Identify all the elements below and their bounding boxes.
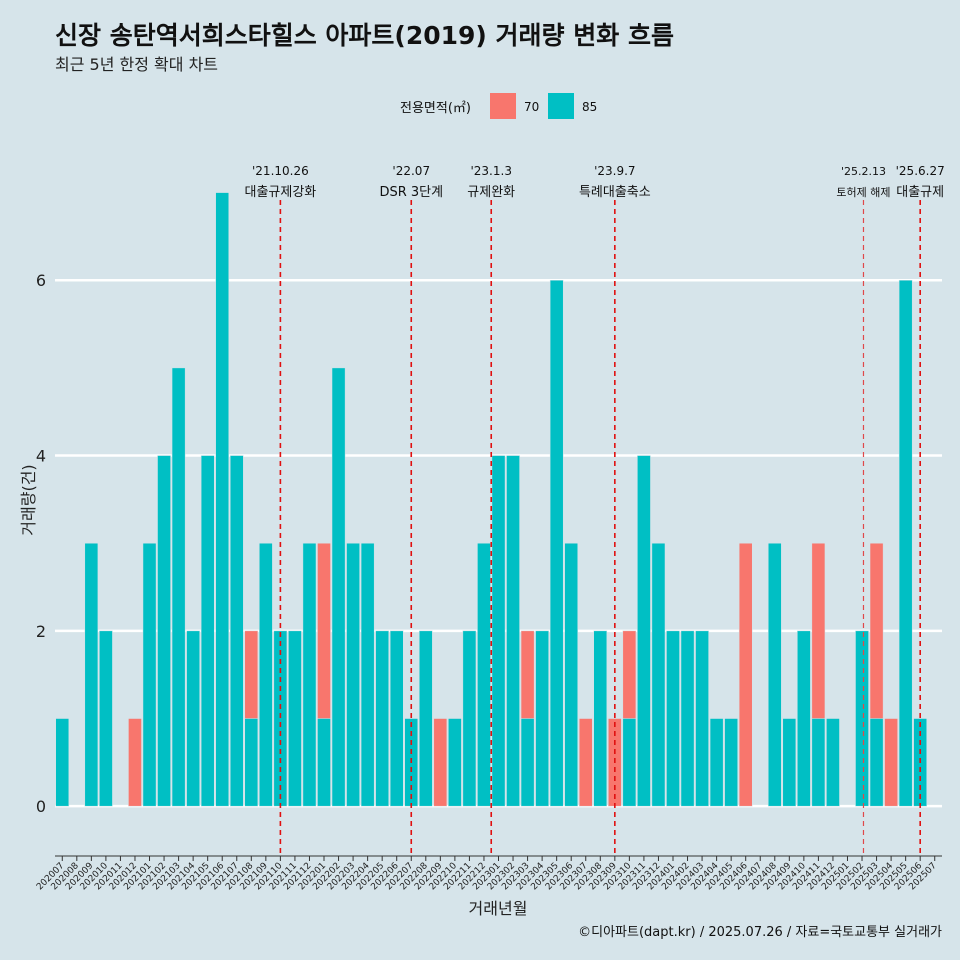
bar-85-202203: [346, 542, 360, 807]
legend-label-70: 70: [524, 100, 539, 114]
bar-85-202101: [142, 542, 157, 807]
event-date: '25.2.13: [841, 165, 886, 178]
bar-85-202010: [99, 630, 113, 807]
x-axis: 2020072020082020092020102020112020122021…: [35, 855, 942, 892]
bar-85-202201: [317, 718, 331, 807]
y-tick-label: 0: [36, 797, 46, 816]
y-tick-label: 4: [36, 447, 46, 466]
bar-85-202401: [666, 630, 680, 807]
bar-85-202402: [680, 630, 695, 807]
bars: [55, 192, 927, 807]
caption: ©디아파트(dapt.kr) / 2025.07.26 / 자료=국토교통부 실…: [578, 925, 942, 940]
event-label: 대출규제강화: [245, 185, 317, 200]
bar-85-202408: [767, 542, 782, 807]
y-axis-label: 거래량(건): [19, 464, 38, 535]
bar-85-202404: [709, 718, 724, 807]
event-label: 대출규제: [896, 185, 944, 200]
bar-85-202210: [448, 718, 462, 807]
bar-85-202305: [549, 280, 564, 807]
bar-85-202109: [259, 542, 273, 807]
bar-85-202208: [419, 630, 433, 807]
bar-85-202104: [186, 630, 200, 807]
event-markers: '21.10.26 대출규제강화 '22.07 DSR 3단계 '23.1.3 규제완화 '…: [245, 164, 945, 856]
legend-swatch-70: [490, 93, 516, 119]
event-label: 토허제 해제: [836, 185, 890, 199]
bar-85-202212: [477, 542, 491, 807]
bar-85-202204: [360, 542, 375, 807]
event-date: '23.1.3: [470, 164, 511, 178]
bar-85-202403: [695, 630, 709, 807]
bar-85-202409: [782, 718, 797, 807]
bar-85-202107: [229, 455, 244, 807]
y-tick-label: 2: [36, 622, 46, 641]
bar-85-202311: [637, 455, 651, 807]
bar-70-202406: [738, 542, 753, 807]
bar-85-202306: [564, 542, 578, 807]
bar-85-202111: [288, 630, 302, 807]
chart-title: 신장 송탄역서희스타힐스 아파트(2019) 거래량 변화 흐름: [55, 21, 674, 50]
bar-70-202209: [433, 718, 448, 807]
bar-85-202108: [244, 718, 259, 807]
bar-85-202308: [593, 630, 608, 807]
event-date: '23.9.7: [594, 164, 635, 178]
legend-label-85: 85: [582, 100, 597, 114]
event-label: DSR 3단계: [379, 185, 443, 200]
bar-70-202012: [128, 718, 142, 807]
y-tick-label: 6: [36, 271, 46, 290]
bar-85-202106: [215, 192, 230, 807]
event-label: 규제완화: [467, 185, 515, 200]
event-date: '25.6.27: [896, 164, 945, 178]
bar-85-202206: [389, 630, 404, 807]
event-label: 특례대출축소: [579, 185, 651, 200]
bar-85-202411: [811, 718, 826, 807]
event-date: '22.07: [392, 164, 430, 178]
chart-subtitle: 최근 5년 한정 확대 차트: [55, 55, 218, 74]
bar-85-202505: [898, 280, 913, 807]
bar-70-202504: [884, 718, 898, 807]
bar-85-202304: [535, 630, 549, 807]
bar-85-202009: [84, 542, 99, 807]
y-axis: 0 2 4 6: [36, 271, 46, 816]
bar-85-202105: [200, 455, 215, 807]
bar-85-202302: [506, 455, 520, 807]
bar-85-202405: [724, 718, 738, 807]
event-date: '21.10.26: [252, 164, 309, 178]
bar-85-202303: [520, 718, 535, 807]
x-axis-label: 거래년월: [469, 899, 528, 918]
bar-85-202202: [331, 367, 346, 807]
legend-swatch-85: [548, 93, 574, 119]
bar-85-202312: [651, 542, 666, 807]
bar-85-202502: [855, 630, 869, 807]
bar-85-202211: [462, 630, 477, 807]
bar-85-202301: [491, 455, 506, 807]
bar-85-202205: [375, 630, 389, 807]
bar-85-202007: [55, 718, 70, 807]
bar-70-202307: [578, 718, 593, 807]
bar-85-202112: [302, 542, 317, 807]
bar-85-202103: [171, 367, 186, 807]
bar-85-202410: [797, 630, 811, 807]
bar-85-202503: [869, 718, 884, 807]
legend: 전용면적(㎡) 70 85: [400, 93, 597, 119]
bar-85-202412: [826, 718, 840, 807]
bar-85-202310: [622, 718, 637, 807]
legend-title: 전용면적(㎡): [400, 101, 471, 116]
bar-85-202102: [157, 455, 171, 807]
